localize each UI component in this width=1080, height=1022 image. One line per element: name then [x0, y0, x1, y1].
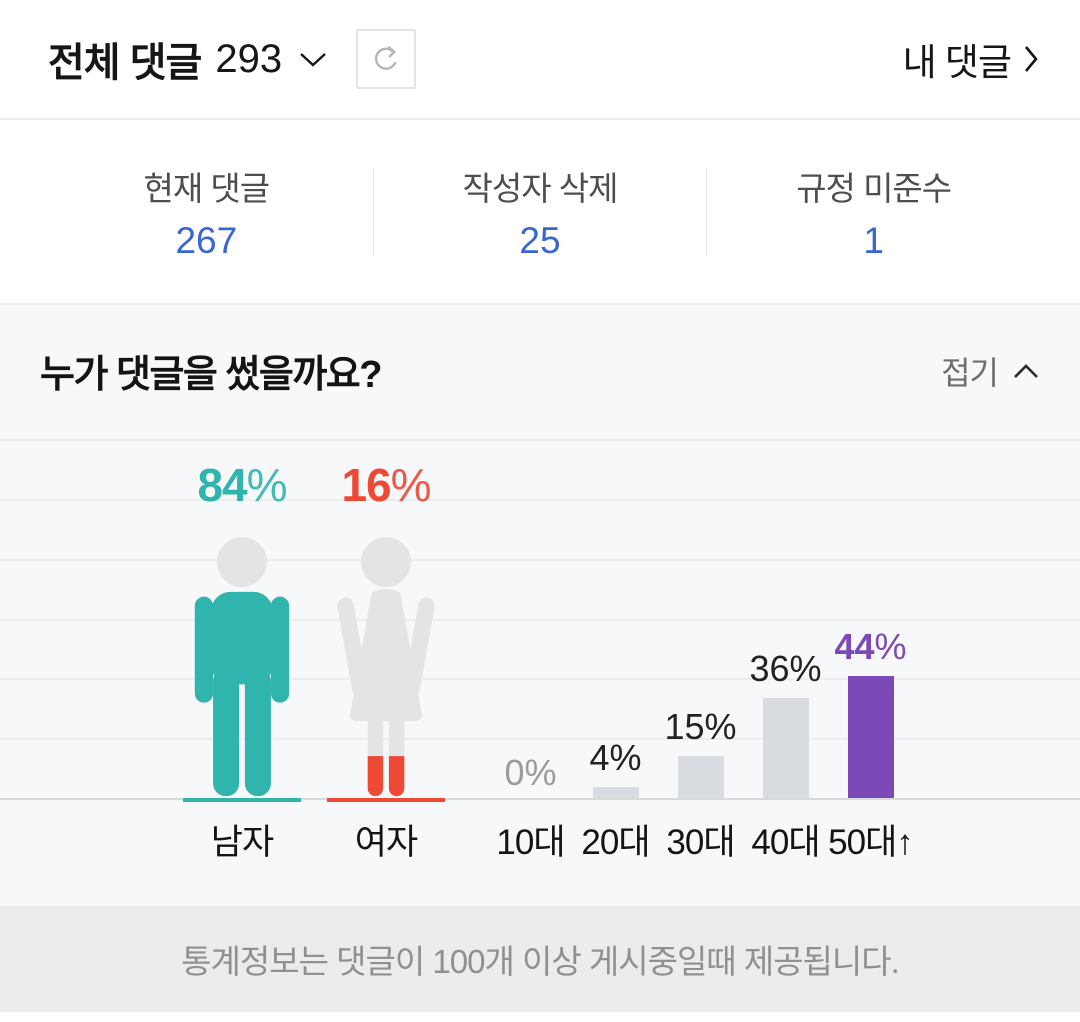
bar-value-number: 36 — [749, 648, 790, 689]
stat-value: 267 — [175, 219, 238, 261]
figure-ground-strip — [183, 798, 301, 802]
bar-value-label: 44% — [834, 626, 906, 668]
percent-unit: % — [246, 459, 288, 511]
chevron-down-icon[interactable] — [298, 51, 328, 74]
age-bar-column: 0% — [488, 752, 573, 798]
stat-label: 규정 미준수 — [796, 169, 952, 207]
stat-item: 작성자 삭제 25 — [374, 162, 707, 262]
gender-percent-label: 84% — [197, 458, 288, 512]
stat-item: 규정 미준수 1 — [707, 162, 1040, 262]
age-bar — [762, 698, 809, 798]
age-bar — [592, 787, 639, 798]
figure-ground-strip — [327, 798, 445, 802]
axis-label-age: 20대 — [581, 823, 650, 862]
percent-unit: % — [524, 752, 557, 793]
chart-axis-labels: 남자 여자 10대 20대 30대 40대 50대↑ — [170, 814, 1040, 865]
axis-label-age: 10대 — [496, 823, 565, 862]
gender-figure-female: 16% — [314, 458, 458, 802]
stats-notice-bar: 통계정보는 댓글이 100개 이상 게시중일때 제공됩니다. — [0, 906, 1080, 1012]
comment-stats-row: 현재 댓글 267 작성자 삭제 25 규정 미준수 1 — [0, 120, 1080, 305]
chart-gridline — [0, 619, 1080, 621]
female-pictogram — [327, 536, 445, 802]
bar-value-number: 44 — [834, 626, 875, 667]
my-comments-link[interactable]: 내 댓글 — [903, 32, 1040, 86]
age-bar-column: 44% — [828, 626, 913, 798]
comments-header: 전체 댓글 293 내 댓글 — [0, 0, 1080, 120]
axis-label-gender: 여자 — [354, 823, 418, 862]
chevron-up-icon — [1014, 363, 1038, 378]
stat-label: 현재 댓글 — [143, 169, 271, 207]
chart-title: 누가 댓글을 썼을까요? — [40, 354, 382, 396]
chart-gridline — [0, 559, 1080, 561]
chevron-right-icon — [1025, 46, 1038, 72]
percent-unit: % — [789, 648, 822, 689]
page-title: 전체 댓글 — [48, 41, 202, 85]
axis-gap — [458, 814, 488, 865]
chart-baseline — [0, 798, 1080, 800]
age-bar-column: 4% — [573, 737, 658, 798]
chart-gridline — [0, 439, 1080, 441]
axis-label-gender: 남자 — [210, 823, 274, 862]
gender-figure-male: 84% — [170, 458, 314, 802]
percent-unit: % — [874, 626, 907, 667]
bar-value-label: 4% — [589, 737, 641, 779]
stat-value: 25 — [519, 219, 561, 261]
gender-percent-value: 84 — [197, 459, 247, 511]
demographics-chart: 84% 16% 0% 4% 15% 36% 44% — [0, 426, 1080, 802]
percent-unit: % — [704, 706, 737, 747]
bar-value-number: 4 — [589, 737, 610, 778]
chart-gridline — [0, 738, 1080, 740]
refresh-icon — [374, 45, 397, 70]
age-bar-column: 36% — [743, 648, 828, 798]
bar-value-label: 36% — [749, 648, 821, 690]
chart-gridline — [0, 678, 1080, 680]
axis-label-age: 30대 — [666, 823, 735, 862]
refresh-button[interactable] — [356, 29, 417, 89]
percent-unit: % — [390, 459, 432, 511]
chart-header: 누가 댓글을 썼을까요? 접기 — [40, 343, 1040, 398]
chart-gridline — [0, 499, 1080, 501]
age-bar-column: 15% — [658, 706, 743, 798]
bar-value-number: 15 — [664, 706, 705, 747]
stat-value: 1 — [863, 219, 884, 261]
stat-label: 작성자 삭제 — [462, 169, 619, 207]
comment-count: 293 — [215, 36, 283, 81]
bar-value-label: 0% — [504, 752, 556, 794]
percent-unit: % — [609, 737, 642, 778]
collapse-label: 접기 — [941, 354, 999, 391]
axis-label-age: 50대↑ — [828, 823, 914, 862]
comment-demographics-section: 누가 댓글을 썼을까요? 접기 84% 16% 0% 4% 15% 36% 44% 남자… — [0, 305, 1080, 906]
bar-value-label: 15% — [664, 706, 736, 748]
stat-item: 현재 댓글 267 — [40, 162, 373, 262]
stat-divider — [372, 167, 374, 256]
collapse-button[interactable]: 접기 — [941, 348, 1040, 394]
stat-divider — [706, 167, 708, 256]
age-bar — [677, 756, 724, 798]
bar-value-number: 0 — [504, 752, 525, 793]
male-pictogram — [183, 536, 301, 802]
gender-percent-label: 16% — [341, 458, 432, 512]
stats-notice-text: 통계정보는 댓글이 100개 이상 게시중일때 제공됩니다. — [181, 943, 900, 980]
my-comments-label: 내 댓글 — [902, 42, 1012, 83]
axis-label-age: 40대 — [751, 823, 820, 862]
age-bar — [847, 676, 894, 798]
gender-percent-value: 16 — [341, 459, 391, 511]
